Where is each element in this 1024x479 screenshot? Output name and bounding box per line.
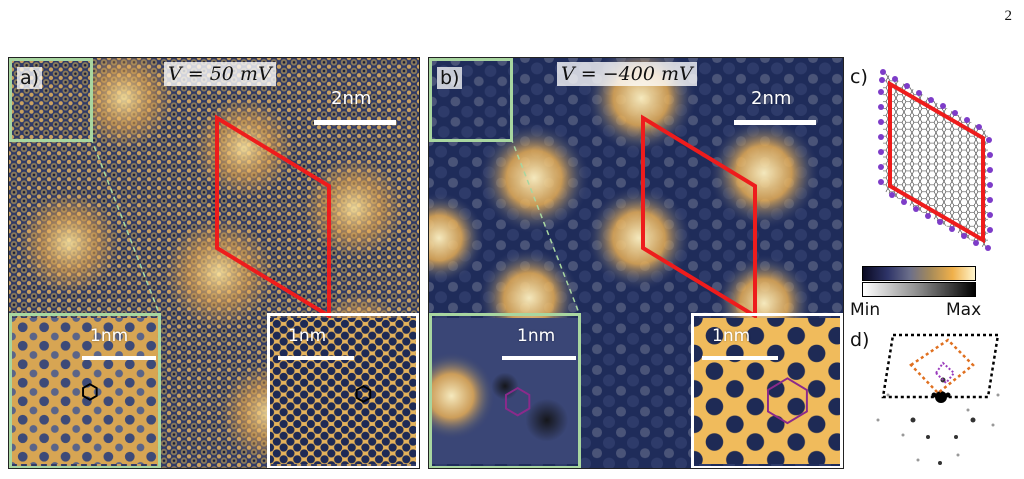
colorbar-fft	[862, 282, 976, 297]
scale-label-b-inset-left: 1nm	[517, 326, 556, 346]
moire-unit-cell-b	[641, 114, 757, 320]
fft-strong-spots	[910, 377, 976, 465]
lattice-edge-atoms-c	[878, 69, 993, 251]
moire-unit-cell-a	[215, 114, 331, 320]
fft-mid-cell	[909, 338, 975, 395]
zoom-source-box-a: a)	[9, 58, 93, 142]
scale-label-a-inset-right: 1nm	[288, 326, 327, 346]
voltage-label-b: V = −400 mV	[557, 62, 697, 86]
colorbar-stm	[862, 266, 976, 281]
scale-bar-b-inset-left	[502, 356, 576, 360]
scale-label-a-inset-left: 1nm	[90, 326, 129, 346]
scale-bar-a-inset-left	[82, 356, 156, 360]
fft-inner-cell	[934, 361, 956, 385]
panel-b-tag: b)	[437, 67, 463, 89]
zoom-guide-line-a	[90, 137, 160, 314]
page-number: 2	[1004, 8, 1013, 24]
panel-a-tag: a)	[17, 67, 43, 89]
hexagon-marker-a-left	[82, 383, 98, 401]
fft-faint-spots	[876, 393, 1000, 462]
scale-bar-a-inset-right	[278, 356, 354, 360]
lattice-diagram-c	[878, 69, 993, 251]
fft-panel-d: d)	[848, 325, 1018, 475]
panel-d-tag: d)	[850, 329, 870, 351]
zoom-source-box-b: b)	[429, 58, 513, 142]
scale-bar-b	[734, 120, 816, 125]
lattice-schematic-c: c)	[848, 60, 1018, 255]
colorbar-min-label: Min	[850, 300, 881, 320]
scale-label-b-inset-right: 1nm	[712, 326, 751, 346]
hexagon-marker-b-right	[767, 377, 808, 425]
hexagon-marker-a-right	[355, 385, 372, 403]
fft-center-peak	[935, 391, 947, 403]
colorbar-max-label: Max	[946, 300, 982, 320]
panel-c-tag: c)	[850, 66, 868, 88]
reference-inset-b: 1nm	[691, 313, 843, 468]
reference-inset-a: 1nm	[267, 313, 419, 468]
scale-bar-b-inset-right	[702, 356, 778, 360]
scale-label-a: 2nm	[331, 88, 372, 109]
hexagon-marker-b-left	[505, 386, 531, 417]
zoom-guide-line-b	[510, 137, 580, 314]
stm-panel-b: b) V = −400 mV 2nm 1nm	[428, 57, 844, 469]
moire-unit-cell-c	[888, 80, 985, 244]
colorbar: Min Max	[850, 266, 981, 320]
scale-bar-a	[314, 120, 396, 125]
voltage-label-a: V = 50 mV	[164, 62, 276, 86]
zoom-inset-b: 1nm	[429, 313, 581, 468]
stm-panel-a: a) V = 50 mV 2nm 1nm	[8, 57, 420, 469]
scale-label-b: 2nm	[751, 88, 792, 109]
zoom-inset-a: 1nm	[9, 313, 161, 468]
fft-image-d	[876, 333, 1000, 465]
